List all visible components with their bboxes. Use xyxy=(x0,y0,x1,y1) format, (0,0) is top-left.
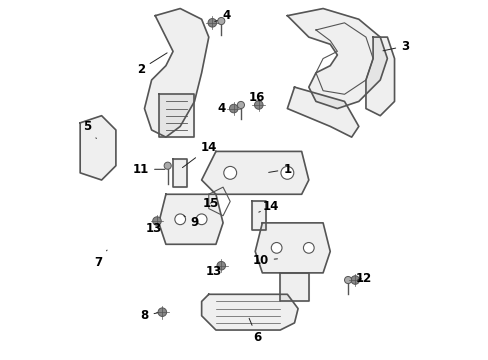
Circle shape xyxy=(303,243,313,253)
Text: 11: 11 xyxy=(133,163,164,176)
Polygon shape xyxy=(201,294,298,330)
Circle shape xyxy=(254,101,263,109)
Polygon shape xyxy=(159,94,194,137)
Text: 13: 13 xyxy=(145,222,161,235)
Circle shape xyxy=(217,18,224,24)
Circle shape xyxy=(175,214,185,225)
Polygon shape xyxy=(159,194,223,244)
Circle shape xyxy=(207,18,216,27)
Text: 16: 16 xyxy=(248,91,264,104)
Text: 8: 8 xyxy=(140,309,158,322)
Polygon shape xyxy=(173,158,187,187)
Circle shape xyxy=(196,214,206,225)
Polygon shape xyxy=(80,116,116,180)
Circle shape xyxy=(237,102,244,109)
Text: 1: 1 xyxy=(268,163,291,176)
Circle shape xyxy=(229,104,238,113)
Text: 13: 13 xyxy=(205,265,222,278)
Text: 10: 10 xyxy=(252,254,277,267)
Circle shape xyxy=(217,261,225,270)
Text: 5: 5 xyxy=(83,120,96,139)
Circle shape xyxy=(281,166,293,179)
Polygon shape xyxy=(255,223,329,273)
Text: 4: 4 xyxy=(214,9,230,22)
Circle shape xyxy=(350,276,359,284)
Circle shape xyxy=(152,217,161,225)
Text: 14: 14 xyxy=(258,200,279,213)
Polygon shape xyxy=(287,9,386,109)
Circle shape xyxy=(224,166,236,179)
Text: 3: 3 xyxy=(382,40,408,53)
Polygon shape xyxy=(365,37,394,116)
Text: 2: 2 xyxy=(137,53,167,76)
Text: 15: 15 xyxy=(202,197,218,210)
Text: 6: 6 xyxy=(248,318,261,344)
Text: 12: 12 xyxy=(355,272,371,285)
Circle shape xyxy=(344,276,351,284)
Circle shape xyxy=(164,162,171,169)
Circle shape xyxy=(271,243,282,253)
Text: 4: 4 xyxy=(217,102,225,115)
Text: 7: 7 xyxy=(94,250,107,269)
Polygon shape xyxy=(144,9,208,137)
Polygon shape xyxy=(201,152,308,194)
Polygon shape xyxy=(280,273,308,301)
Polygon shape xyxy=(287,87,358,137)
Text: 9: 9 xyxy=(183,216,198,229)
Text: 14: 14 xyxy=(182,141,217,168)
Circle shape xyxy=(158,308,166,316)
Polygon shape xyxy=(251,202,265,230)
